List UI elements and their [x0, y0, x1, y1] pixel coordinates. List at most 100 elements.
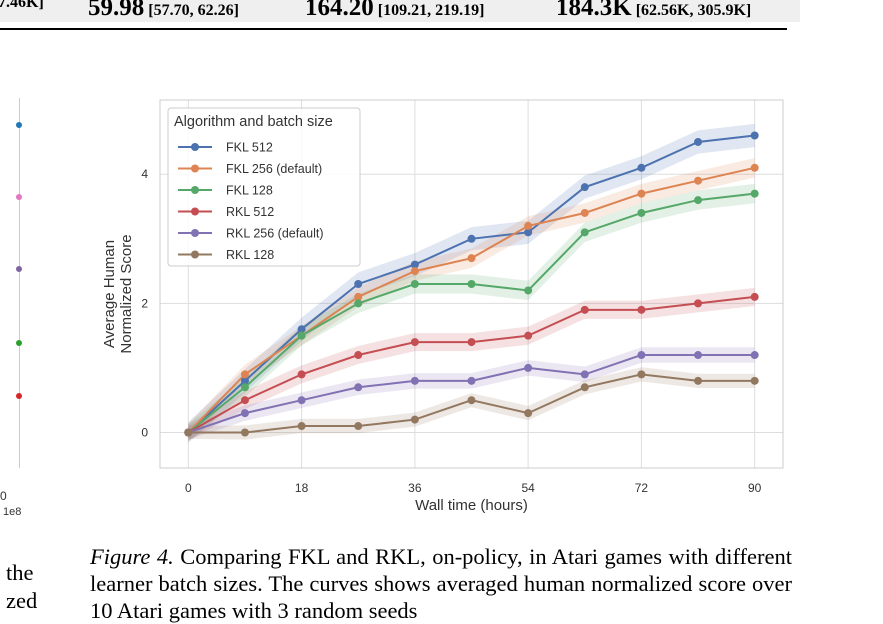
data-point — [580, 305, 589, 314]
legend-label: RKL 256 (default) — [226, 227, 324, 241]
left-figure-fragment — [0, 98, 22, 478]
data-point — [467, 376, 476, 385]
data-point — [694, 351, 703, 360]
data-point — [694, 137, 703, 146]
y-axis-label-line-1: Average Human — [101, 240, 118, 348]
table-cell-2-value: 59.98 — [88, 0, 145, 21]
data-point — [240, 376, 249, 385]
data-point — [297, 370, 306, 379]
data-point — [580, 183, 589, 192]
table-cell-2-ci: [57.70, 62.26] — [148, 2, 239, 19]
results-table-row: 7.46K] 59.98 [57.70, 62.26] 164.20 [109.… — [0, 0, 800, 22]
data-point — [184, 428, 193, 437]
data-point — [524, 221, 533, 230]
legend-swatch-marker — [191, 164, 199, 173]
legend-swatch-marker — [191, 143, 199, 151]
data-point — [410, 376, 419, 385]
confidence-band — [188, 158, 755, 442]
legend-swatch-marker — [191, 250, 199, 259]
left-figure-tick-label: 0 — [0, 489, 7, 503]
data-point — [637, 305, 646, 314]
legend-items: FKL 512 FKL 256 (default) FKL 128 RKL 512 RK… — [178, 141, 324, 262]
x-tick-labels: 0 18 36 54 72 90 — [185, 481, 762, 495]
data-point — [354, 422, 363, 431]
table-cell-1: 7.46K] — [0, 0, 44, 12]
data-point — [297, 331, 306, 340]
data-point — [354, 383, 363, 392]
x-axis-label: Wall time (hours) — [415, 497, 528, 514]
legend-label: RKL 128 — [226, 248, 274, 262]
data-point — [694, 299, 703, 308]
data-point — [240, 396, 249, 405]
y-tick-label: 4 — [141, 167, 148, 181]
data-point — [637, 163, 646, 172]
table-cell-3-value: 164.20 — [305, 0, 374, 21]
legend-label: FKL 512 — [226, 141, 273, 155]
data-point — [467, 234, 476, 243]
y-tick-label: 0 — [141, 425, 148, 439]
data-point — [240, 428, 249, 437]
data-point — [467, 280, 476, 288]
data-point — [410, 338, 419, 347]
confidence-band — [188, 183, 755, 442]
chart-legend: Algorithm and batch size FKL 512 FKL 256 … — [167, 107, 361, 267]
data-point — [580, 208, 589, 217]
left-figure-point — [16, 340, 22, 346]
data-point — [354, 351, 363, 360]
left-column-text-line: zed — [6, 588, 38, 613]
data-point — [297, 325, 306, 334]
x-tick-label: 36 — [408, 481, 422, 495]
legend-label: FKL 128 — [226, 184, 273, 198]
line-chart: 0 18 36 54 72 90 0 2 4 Wall time (hours) Averag… — [101, 99, 784, 514]
data-point — [524, 409, 533, 418]
figure-caption: Figure 4. Comparing FKL and RKL, on-poli… — [90, 543, 792, 624]
data-point — [240, 383, 249, 392]
legend-swatch-marker — [191, 186, 199, 194]
data-point — [467, 254, 476, 263]
data-point — [240, 370, 249, 379]
series-points — [184, 131, 759, 437]
table-bottom-rule — [0, 28, 787, 30]
left-figure-point — [16, 393, 22, 399]
table-cell-4-ci: [62.56K, 305.9K] — [635, 2, 752, 19]
data-point — [750, 163, 759, 172]
table-cell-4: 184.3K [62.56K, 305.9K] — [556, 0, 751, 22]
table-cell-1-value: 7.46K — [0, 0, 39, 11]
data-point — [750, 131, 759, 140]
data-point — [354, 280, 363, 288]
data-point — [750, 376, 759, 385]
data-point — [297, 396, 306, 405]
left-figure-point — [16, 266, 22, 272]
data-point — [410, 267, 419, 276]
data-point — [467, 396, 476, 405]
data-point — [750, 189, 759, 198]
table-cell-4-value: 184.3K — [556, 0, 632, 21]
legend-swatch-marker — [191, 207, 199, 216]
data-point — [637, 351, 646, 360]
table-cell-2: 59.98 [57.70, 62.26] — [88, 0, 239, 22]
legend-label: RKL 512 — [226, 205, 274, 219]
left-figure-point — [16, 194, 22, 200]
confidence-band — [188, 347, 755, 440]
data-point — [354, 299, 363, 308]
data-point — [467, 338, 476, 347]
left-column-text-line: the — [6, 560, 34, 585]
data-point — [580, 370, 589, 379]
data-point — [354, 292, 363, 301]
data-point — [524, 228, 533, 237]
data-point — [694, 376, 703, 385]
figure-label: Figure 4. — [90, 544, 174, 569]
x-tick-label: 18 — [295, 481, 309, 495]
left-figure-point — [16, 122, 22, 128]
x-tick-label: 54 — [521, 481, 535, 495]
y-tick-labels: 0 2 4 — [141, 167, 148, 439]
x-tick-label: 0 — [185, 481, 192, 495]
data-point — [580, 228, 589, 237]
data-point — [524, 286, 533, 295]
left-figure-axis — [19, 98, 20, 468]
data-point — [750, 351, 759, 360]
data-point — [410, 260, 419, 269]
legend-swatch-marker — [191, 229, 199, 237]
data-point — [524, 363, 533, 372]
plot-frame — [159, 99, 784, 469]
